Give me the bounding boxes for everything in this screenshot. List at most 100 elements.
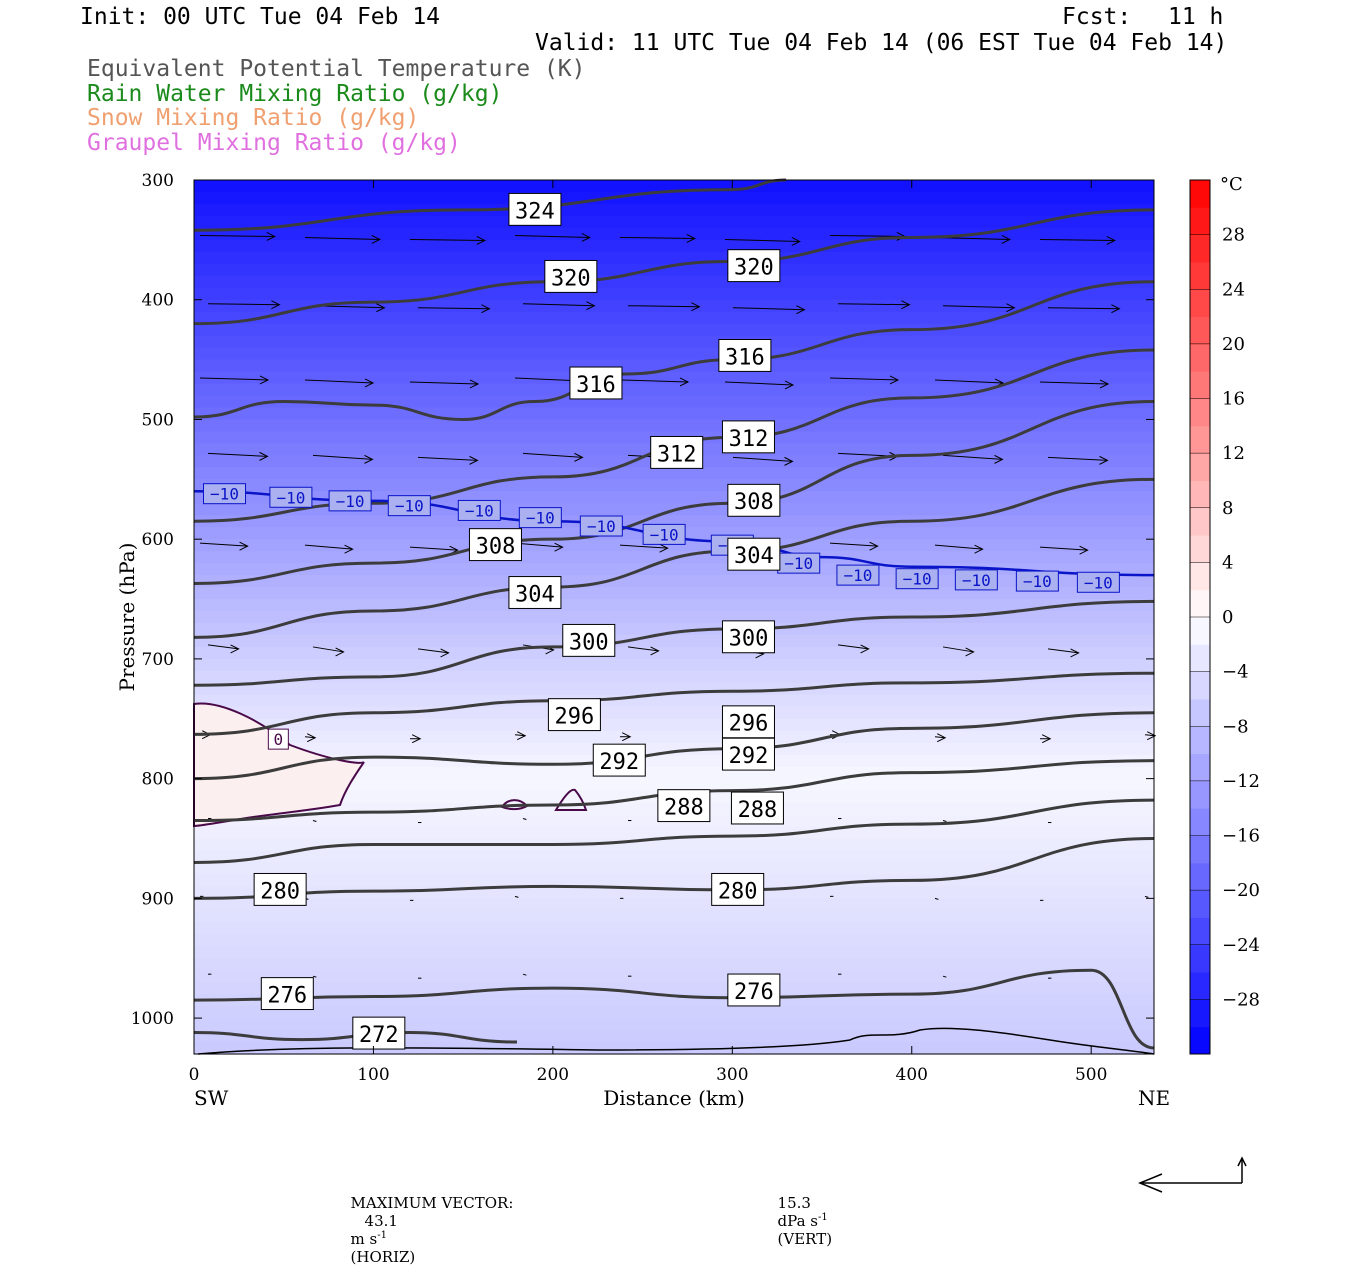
legend-entry-theta-e: Equivalent Potential Temperature (K) [87,56,586,82]
wind-vector-head [581,233,591,242]
wind-vector [522,818,527,821]
temp-band [194,910,1154,923]
temp-band [194,718,1154,732]
wind-vector [942,305,1015,309]
temp-band [194,311,1154,325]
wind-vector-head [376,303,386,313]
reference-vector-icon [1138,1156,1247,1193]
wind-vector [619,236,695,239]
fcst-value: 11 h [1168,4,1224,30]
wind-vector-head [679,377,690,387]
isotherm-label: −10 [784,554,813,573]
temp-band [194,180,1154,193]
wind-vector-head [271,300,281,310]
wind-vector [304,379,374,384]
isotherm-label-box [1015,570,1059,592]
temp-band [194,287,1154,301]
temp-band [194,850,1154,864]
temp-band [194,239,1154,253]
wind-vector [829,234,905,237]
theta-e-contour [193,671,1155,736]
y-tick-label: 800 [142,770,174,790]
temp-band [194,599,1154,612]
isotherm-label: −10 [962,571,991,590]
isotherm-label-box [518,507,562,529]
theta-e-label-box [569,366,623,400]
wind-vector-head [901,300,911,310]
wind-vector-head [259,451,269,461]
temp-band [194,1018,1154,1031]
wind-vector-head [259,375,270,385]
theta-e-label-box [508,192,562,226]
theta-e-label-box [718,338,772,372]
theta-e-contour [193,836,1155,900]
wind-vector-head [686,234,696,243]
temp-band [194,1042,1154,1055]
colorbar-tick-label: −28 [1222,989,1260,1010]
colorbar-tick-label: −16 [1222,826,1260,847]
theta-e-label-box [730,791,784,825]
colorbar-band [1190,753,1210,782]
legend-entry-snow: Snow Mixing Ratio (g/kg) [87,105,420,131]
theta-e-label-box [711,872,765,906]
isotherm-label-box [579,515,623,537]
wind-vector-head [364,378,375,388]
temp-band [194,575,1154,588]
temp-band [194,778,1154,792]
wind-vector [1144,895,1149,898]
isotherm-label-box [642,523,686,545]
wind-vector [199,377,269,381]
wind-vector [837,644,869,650]
temp-band [194,958,1154,971]
wind-vector-head [266,232,276,241]
wind-vector-head [586,301,596,311]
colorbar: °C 28 24 20 16 12 8 4 0 −4 −8 −12 −16 −20 −24 −28 [1189,174,1260,1055]
theta-e-contour [193,477,1155,639]
wind-vector [1039,238,1115,241]
colorbar-unit: °C [1220,174,1243,195]
wind-vector [514,895,519,898]
wind-vector [619,544,668,549]
max-vert-unit: dPa s [777,1212,818,1230]
temp-band [194,491,1154,504]
colorbar-band [1190,261,1210,290]
temp-band [194,646,1154,660]
theta-e-label: 280 [260,879,300,904]
colorbar-band [1190,343,1210,372]
wind-vector-head [1099,455,1109,465]
temperature-fill [193,180,1154,1055]
wind-vector-head [1106,236,1116,245]
colorbar-band [1190,862,1210,891]
colorbar-tick-label: −12 [1222,771,1260,792]
max-horiz-tag: (HORIZ) [350,1248,416,1266]
colorbar-tick-label: 4 [1222,552,1233,573]
theta-e-contour [193,711,1155,781]
wind-vector-head [469,379,480,389]
colorbar-tick-label: 28 [1222,225,1245,246]
fcst-label: Fcst: [1062,4,1132,30]
x-end-label-left: SW [194,1086,229,1110]
max-horiz-sup: -1 [377,1230,387,1241]
theta-e-label-box [592,743,646,777]
wind-vector [1039,546,1088,551]
wind-vector-head [650,646,660,656]
temp-band [194,275,1154,289]
theta-e-label: 300 [729,627,769,652]
wind-vector [934,897,939,900]
wind-vector-head [1079,545,1089,555]
isotherm-label: −10 [587,517,616,536]
temp-band [194,970,1154,983]
colorbar-tick-label: −20 [1222,880,1260,901]
theta-e-label: 304 [515,582,555,607]
colorbar-band [1190,917,1210,946]
max-vector-readout: MAXIMUM VECTOR: 43.1 m s-1 (HORIZ) [341,1176,514,1266]
wind-vector [1047,648,1079,654]
wind-vector [199,542,248,547]
temp-band [194,335,1154,349]
temp-band [194,407,1154,421]
x-tick-label: 0 [189,1065,200,1085]
temp-band [194,419,1154,433]
wind-vector [514,542,563,548]
wind-vector [409,238,485,241]
wind-vector [1047,307,1120,310]
